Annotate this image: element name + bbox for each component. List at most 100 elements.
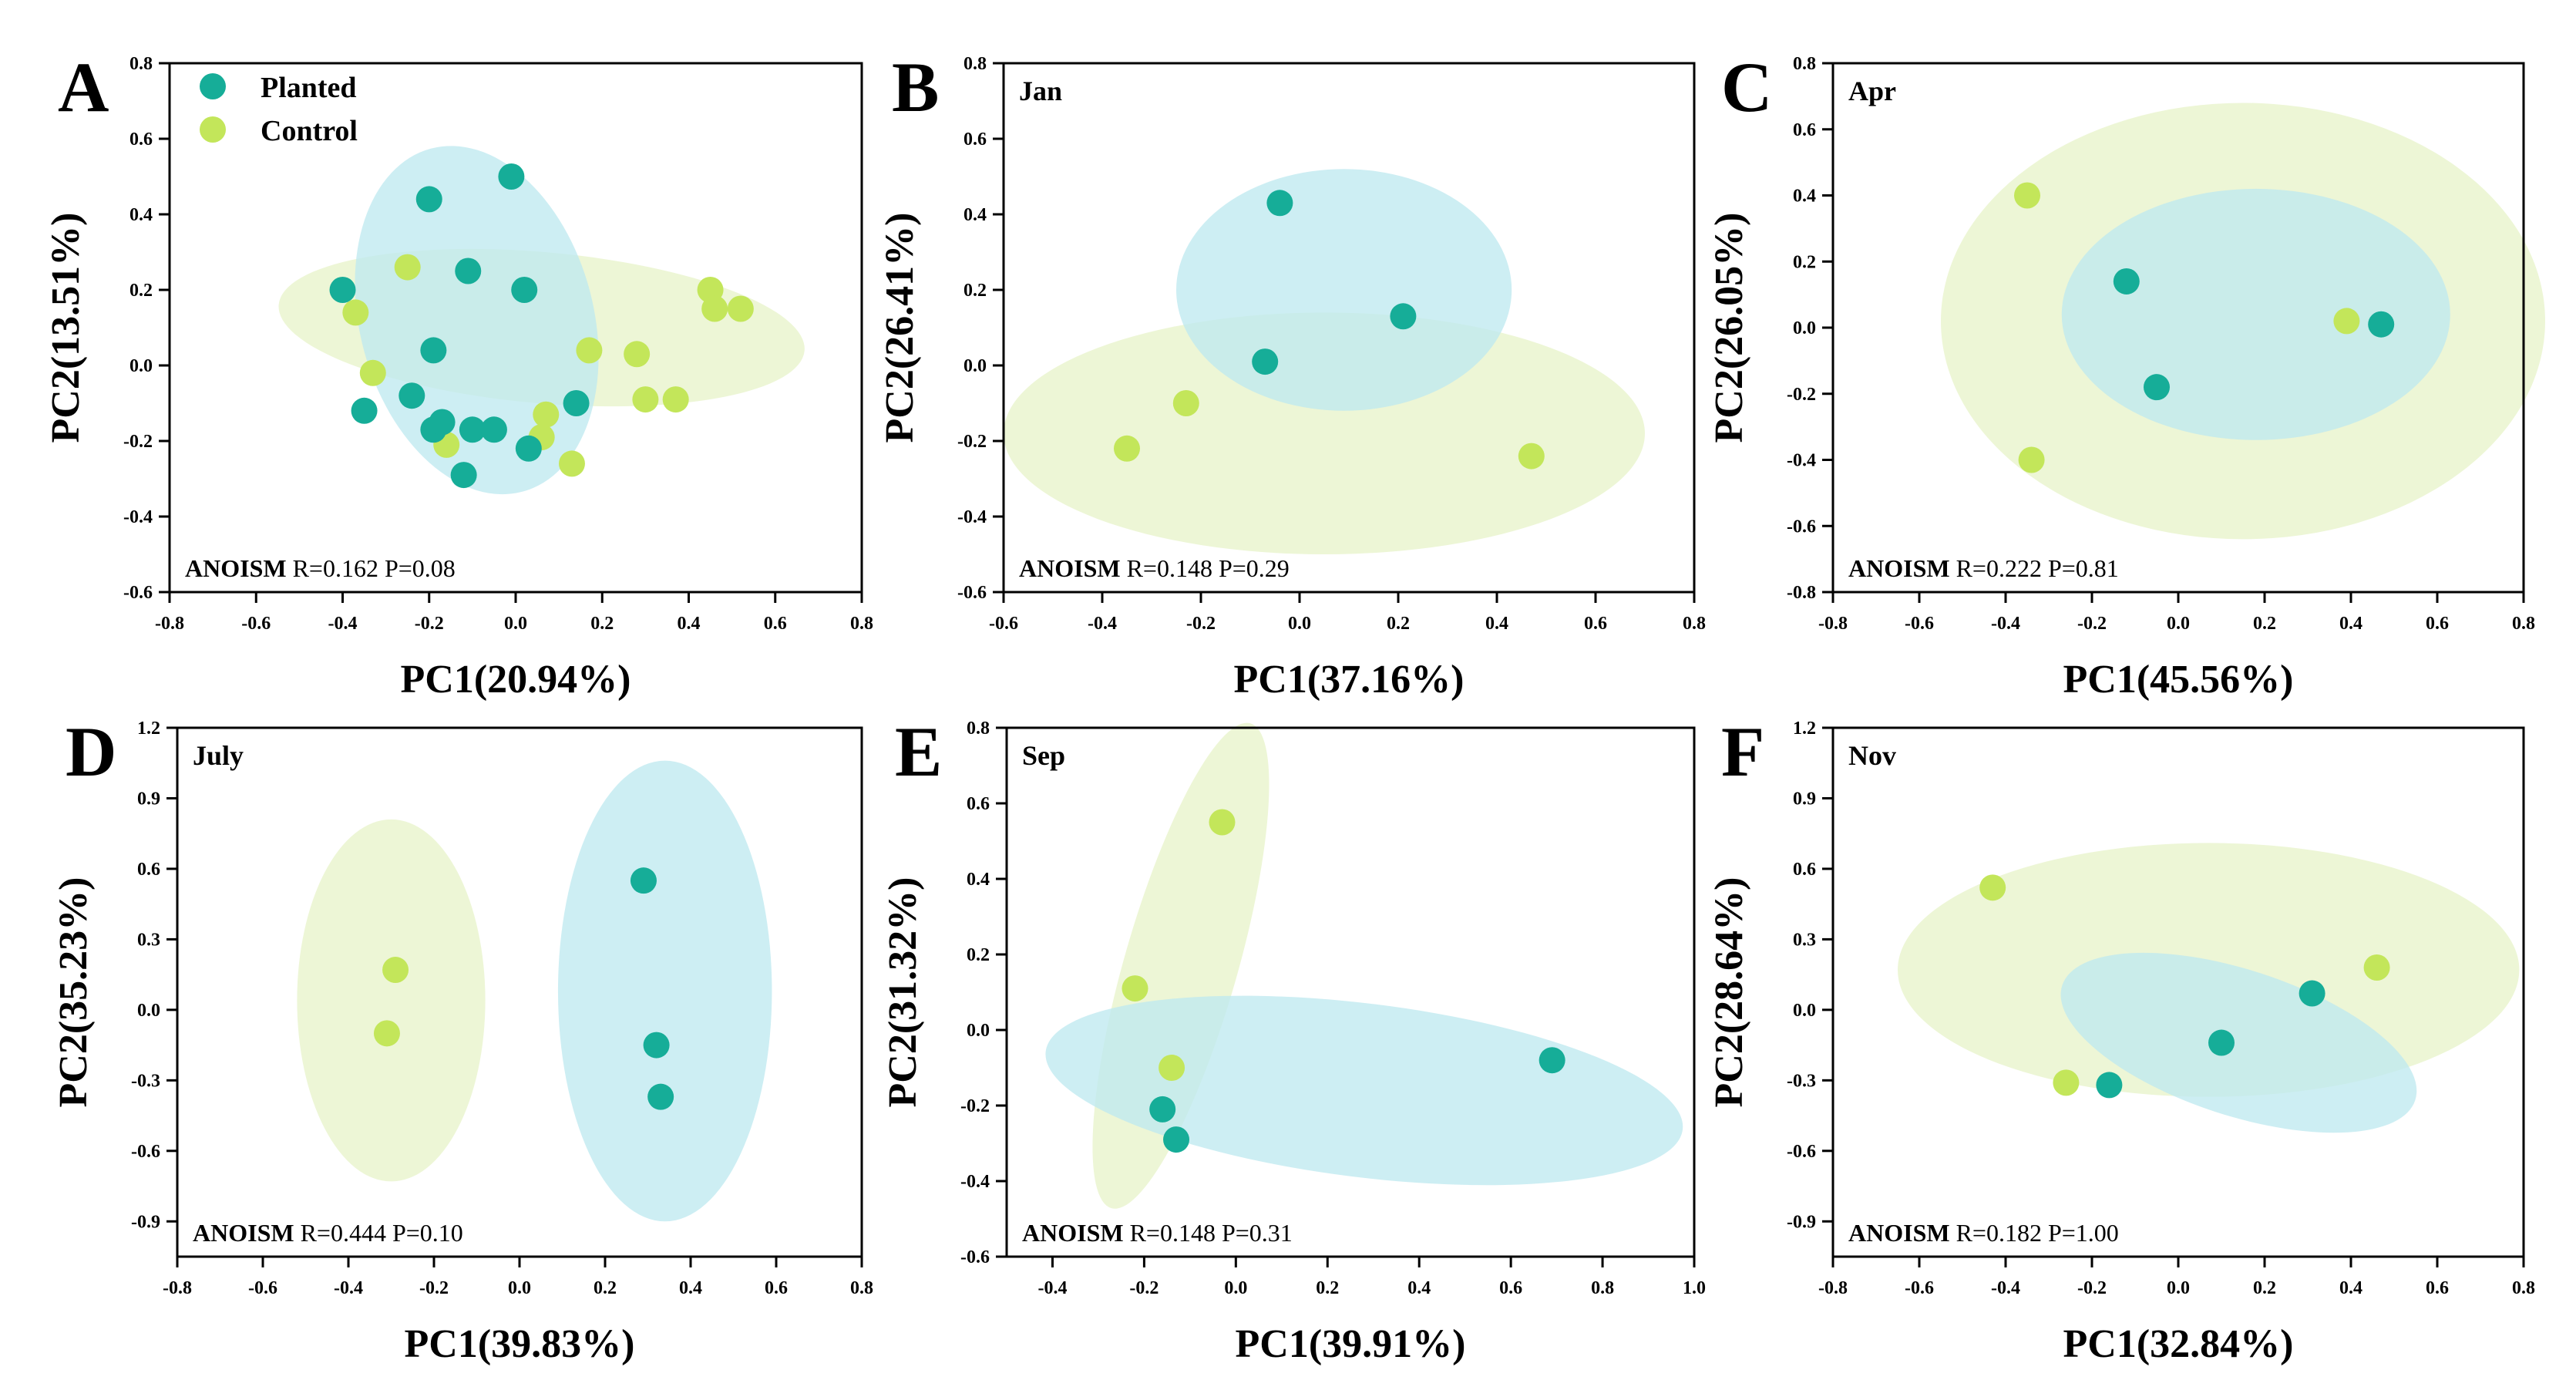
control-point bbox=[727, 295, 754, 322]
planted-point bbox=[399, 382, 425, 409]
x-tick-label: 0.4 bbox=[1407, 1278, 1431, 1298]
anosim-label: ANOISM bbox=[1022, 1219, 1124, 1247]
y-tick-label: 1.2 bbox=[137, 719, 160, 739]
anosim-gap bbox=[294, 1219, 301, 1247]
anosim-annotation: ANOISM R=0.182 P=1.00 bbox=[1848, 1219, 2119, 1247]
x-axis-title: PC1(39.83%) bbox=[405, 1322, 635, 1366]
y-tick-label: 0.2 bbox=[963, 281, 987, 301]
y-tick-label: 0.3 bbox=[137, 930, 160, 950]
y-tick-label: -0.3 bbox=[1787, 1071, 1816, 1091]
anosim-stats: R=0.444 P=0.10 bbox=[301, 1219, 463, 1247]
planted-point bbox=[429, 409, 456, 436]
x-tick-label: -0.4 bbox=[1991, 614, 2020, 634]
x-tick-label: 0.8 bbox=[1683, 614, 1706, 634]
x-tick-label: -0.4 bbox=[328, 614, 358, 634]
x-tick-label: -0.2 bbox=[415, 614, 444, 634]
y-tick-label: 1.2 bbox=[1793, 719, 1816, 739]
x-tick-label: 0.0 bbox=[1224, 1278, 1247, 1298]
anosim-label: ANOISM bbox=[185, 554, 287, 582]
y-tick-label: 0.6 bbox=[967, 794, 990, 814]
x-tick-label: 0.6 bbox=[1584, 614, 1607, 634]
control-point bbox=[576, 337, 603, 364]
x-tick-label: 0.4 bbox=[1485, 614, 1508, 634]
planted-ellipse bbox=[1176, 169, 1512, 411]
month-label: July bbox=[193, 740, 244, 771]
y-tick-label: -0.4 bbox=[123, 507, 153, 527]
y-tick-label: -0.8 bbox=[1787, 583, 1816, 603]
planted-point bbox=[498, 163, 525, 190]
control-point bbox=[1122, 975, 1148, 1002]
panel-b: -0.6 -0.4 -0.2 0.0 0.2 0.4 0.6 0.8 -0.6 -0.4 -0.2 0… bbox=[878, 48, 1706, 702]
x-tick-label: 0.6 bbox=[765, 1278, 788, 1298]
planted-point bbox=[1252, 348, 1279, 375]
x-axis-title: PC1(39.91%) bbox=[1236, 1322, 1466, 1366]
y-tick-label: 0.9 bbox=[137, 789, 160, 809]
planted-point bbox=[329, 277, 356, 303]
anosim-gap bbox=[1121, 554, 1127, 582]
x-tick-label: -0.2 bbox=[2077, 614, 2107, 634]
legend-control-marker bbox=[200, 116, 226, 143]
y-tick-label: -0.2 bbox=[957, 432, 987, 452]
y-tick-label: -0.2 bbox=[1787, 385, 1816, 405]
planted-ellipse bbox=[1045, 995, 1683, 1186]
x-tick-label: 0.6 bbox=[1499, 1278, 1522, 1298]
planted-point bbox=[415, 186, 442, 213]
x-tick-label: -0.6 bbox=[248, 1278, 277, 1298]
planted-point bbox=[1266, 190, 1293, 217]
control-point bbox=[359, 359, 386, 386]
control-point bbox=[394, 254, 421, 281]
planted-point bbox=[420, 337, 447, 364]
plot-frame bbox=[1005, 726, 1696, 1258]
x-tick-label: 0.8 bbox=[1591, 1278, 1614, 1298]
x-tick-label: -0.2 bbox=[1129, 1278, 1159, 1298]
control-point bbox=[624, 341, 651, 368]
x-axis-title: PC1(20.94%) bbox=[401, 658, 631, 702]
control-ellipse bbox=[297, 819, 486, 1182]
x-tick-label: 0.2 bbox=[594, 1278, 617, 1298]
planted-ellipse bbox=[2061, 188, 2450, 440]
control-point bbox=[2053, 1069, 2080, 1096]
x-tick-label: -0.6 bbox=[1905, 1278, 1934, 1298]
x-tick-label: 0.6 bbox=[2426, 1278, 2449, 1298]
y-tick-label: -0.6 bbox=[957, 583, 987, 603]
x-tick-label: 0.0 bbox=[504, 614, 527, 634]
legend-planted-marker bbox=[200, 73, 226, 99]
anosim-gap bbox=[1950, 554, 1956, 582]
x-tick-label: -0.4 bbox=[1037, 1278, 1067, 1298]
x-tick-label: -0.4 bbox=[1088, 614, 1117, 634]
x-tick-label: -0.2 bbox=[2077, 1278, 2107, 1298]
month-label: Jan bbox=[1019, 76, 1062, 106]
control-point bbox=[558, 450, 585, 477]
y-tick-label: 0.4 bbox=[1793, 187, 1816, 207]
x-tick-label: 0.0 bbox=[2167, 1278, 2190, 1298]
y-axis-title: PC2(28.64%) bbox=[1707, 877, 1751, 1108]
x-tick-label: -0.6 bbox=[1905, 614, 1934, 634]
y-axis-title: PC2(31.32%) bbox=[881, 877, 925, 1108]
planted-point bbox=[480, 416, 507, 443]
x-tick-label: -0.8 bbox=[1818, 614, 1848, 634]
control-point bbox=[342, 299, 369, 326]
planted-point bbox=[647, 1083, 674, 1110]
anosim-stats: R=0.148 P=0.29 bbox=[1127, 554, 1290, 582]
anosim-stats: R=0.182 P=1.00 bbox=[1956, 1219, 2119, 1247]
control-point bbox=[701, 295, 728, 322]
planted-point bbox=[643, 1032, 670, 1059]
panel-d: -0.8 -0.6 -0.4 -0.2 0.0 0.2 0.4 0.6 0.8 -0.9 -0.6 -… bbox=[52, 712, 873, 1366]
y-tick-label: 0.0 bbox=[129, 356, 153, 376]
y-tick-label: 0.3 bbox=[1793, 930, 1816, 950]
planted-point bbox=[1163, 1126, 1190, 1153]
control-point bbox=[1114, 435, 1140, 462]
anosim-stats: R=0.222 P=0.81 bbox=[1956, 554, 2119, 582]
x-tick-label: -0.8 bbox=[1818, 1278, 1848, 1298]
planted-point bbox=[455, 257, 482, 284]
y-tick-label: -0.6 bbox=[123, 583, 153, 603]
control-point bbox=[1172, 390, 1199, 416]
control-point bbox=[632, 386, 659, 413]
y-tick-label: 0.0 bbox=[137, 1001, 160, 1021]
panel-e: -0.4 -0.2 0.0 0.2 0.4 0.6 0.8 1.0 -0.6 -0.4 -0.2 0.… bbox=[881, 712, 1706, 1366]
planted-point bbox=[2208, 1029, 2235, 1056]
control-point bbox=[2333, 308, 2360, 335]
anosim-gap bbox=[1950, 1219, 1956, 1247]
x-tick-label: 0.4 bbox=[678, 614, 701, 634]
